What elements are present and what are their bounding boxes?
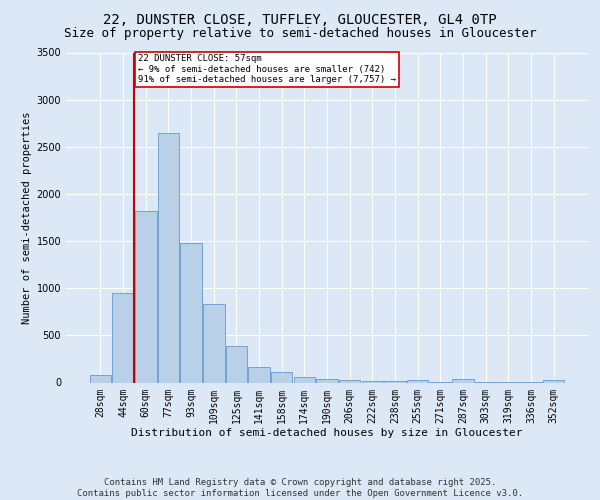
- Bar: [135, 211, 157, 382]
- Bar: [384, 381, 406, 382]
- Text: Size of property relative to semi-detached houses in Gloucester: Size of property relative to semi-detach…: [64, 28, 536, 40]
- Text: Contains HM Land Registry data © Crown copyright and database right 2025.
Contai: Contains HM Land Registry data © Crown c…: [77, 478, 523, 498]
- Bar: [543, 380, 564, 382]
- Bar: [452, 379, 473, 382]
- Bar: [90, 375, 111, 382]
- Bar: [407, 380, 428, 382]
- Text: 22, DUNSTER CLOSE, TUFFLEY, GLOUCESTER, GL4 0TP: 22, DUNSTER CLOSE, TUFFLEY, GLOUCESTER, …: [103, 12, 497, 26]
- Text: 22 DUNSTER CLOSE: 57sqm
← 9% of semi-detached houses are smaller (742)
91% of se: 22 DUNSTER CLOSE: 57sqm ← 9% of semi-det…: [138, 54, 396, 84]
- Bar: [339, 380, 361, 382]
- Bar: [316, 379, 338, 382]
- Bar: [226, 346, 247, 383]
- Bar: [248, 368, 270, 382]
- Bar: [293, 378, 315, 382]
- Y-axis label: Number of semi-detached properties: Number of semi-detached properties: [22, 112, 32, 324]
- Bar: [271, 372, 292, 382]
- Bar: [203, 304, 224, 382]
- Bar: [181, 243, 202, 382]
- Bar: [158, 132, 179, 382]
- Bar: [362, 380, 383, 382]
- Bar: [112, 293, 134, 382]
- X-axis label: Distribution of semi-detached houses by size in Gloucester: Distribution of semi-detached houses by …: [131, 428, 523, 438]
